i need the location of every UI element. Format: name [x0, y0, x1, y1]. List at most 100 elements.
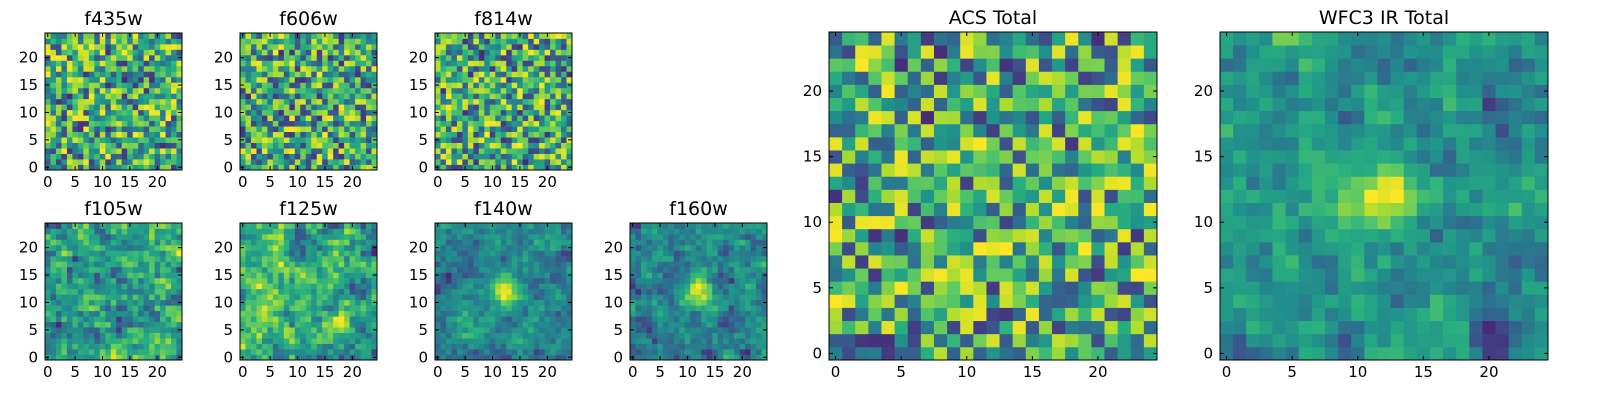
heatmap-cell	[88, 104, 95, 111]
heatmap-cell	[250, 60, 257, 67]
heatmap-cell	[121, 43, 128, 50]
heatmap-cell	[355, 98, 361, 105]
heatmap-cell	[344, 321, 350, 328]
heatmap-cell	[127, 153, 134, 160]
heatmap-cell	[1012, 255, 1027, 269]
heatmap-cell	[842, 215, 856, 230]
heatmap-cell	[245, 153, 252, 160]
heatmap-cell	[478, 98, 485, 105]
heatmap-cell	[138, 299, 145, 306]
heatmap-cell	[500, 327, 507, 333]
heatmap-cell	[94, 338, 101, 344]
heatmap-cell	[289, 272, 296, 279]
heatmap-cell	[555, 299, 562, 306]
heatmap-cell	[456, 54, 463, 61]
heatmap-cell	[750, 283, 757, 290]
heatmap-cell	[533, 109, 540, 116]
heatmap-cell	[640, 299, 647, 306]
heatmap-cell	[960, 189, 974, 203]
heatmap-cell	[451, 38, 458, 45]
heatmap-cell	[88, 354, 95, 361]
heatmap-cell	[907, 268, 922, 282]
heatmap-cell	[316, 159, 323, 165]
heatmap-cell	[473, 338, 480, 344]
heatmap-cell	[366, 71, 372, 78]
heatmap-cell	[635, 272, 642, 279]
heatmap-cell	[1104, 268, 1119, 282]
heatmap-cell	[440, 131, 447, 138]
heatmap-cell	[171, 250, 177, 257]
heatmap-cell	[338, 321, 345, 328]
heatmap-cell	[294, 266, 301, 273]
heatmap-cell	[734, 239, 740, 246]
heatmap-cell	[750, 228, 757, 235]
heatmap-cell	[245, 299, 252, 306]
heatmap-cell	[143, 244, 150, 251]
heatmap-cell	[327, 321, 334, 328]
heatmap-cell	[1117, 346, 1132, 361]
heatmap-cell	[289, 244, 296, 251]
heatmap-cell	[149, 261, 155, 268]
heatmap-cell	[311, 71, 318, 78]
heatmap-cell	[478, 349, 485, 355]
heatmap-cell	[171, 109, 177, 116]
heatmap-cell	[933, 189, 948, 203]
heatmap-cell	[72, 126, 79, 133]
heatmap-cell	[723, 272, 730, 279]
heatmap-cell	[143, 109, 150, 116]
heatmap-cell	[61, 71, 68, 78]
heatmap-cell	[533, 76, 540, 83]
heatmap-cell	[640, 250, 647, 257]
heatmap-cell	[646, 343, 653, 350]
heatmap-cell	[550, 82, 556, 89]
heatmap-cell	[986, 215, 1000, 230]
heatmap-cell	[646, 283, 653, 290]
heatmap-cell	[83, 343, 90, 350]
heatmap-cell	[544, 120, 551, 127]
heatmap-cell	[478, 294, 485, 301]
heatmap-cell	[149, 283, 155, 290]
heatmap-cell	[440, 164, 447, 171]
heatmap-cell	[45, 87, 51, 94]
heatmap-cell	[283, 71, 290, 78]
heatmap-cell	[947, 268, 961, 282]
heatmap-cell	[88, 261, 95, 268]
heatmap-cell	[451, 164, 458, 171]
heatmap-cell	[484, 142, 491, 149]
heatmap-cell	[445, 82, 452, 89]
heatmap-cell	[456, 159, 463, 165]
heatmap-cell	[349, 349, 356, 355]
heatmap-cell	[261, 164, 268, 171]
heatmap-cell	[528, 104, 535, 111]
heatmap-cell	[1052, 163, 1066, 177]
heatmap-cell	[517, 65, 524, 72]
heatmap-cell	[322, 233, 329, 240]
heatmap-cell	[55, 115, 62, 122]
heatmap-cell	[149, 137, 155, 143]
heatmap-cell	[440, 137, 447, 143]
heatmap-cell	[300, 283, 307, 290]
heatmap-cell	[544, 131, 551, 138]
heatmap-cell	[72, 71, 79, 78]
heatmap-cell	[121, 120, 128, 127]
heatmap-cell	[143, 321, 150, 328]
heatmap-cell	[451, 354, 458, 361]
heatmap-cell	[522, 266, 529, 273]
heatmap-cell	[327, 305, 334, 312]
heatmap-cell	[132, 120, 139, 127]
heatmap-cell	[77, 148, 84, 154]
heatmap-cell	[110, 266, 117, 273]
heatmap-cell	[1012, 294, 1027, 308]
heatmap-cell	[894, 333, 909, 348]
heatmap-cell	[717, 266, 724, 273]
heatmap-cell	[646, 332, 653, 339]
heatmap-cell	[176, 332, 183, 339]
heatmap-cell	[435, 120, 441, 127]
heatmap-cell	[539, 316, 545, 323]
heatmap-cell	[333, 316, 340, 323]
heatmap-cell	[550, 233, 556, 240]
heatmap-cell	[451, 250, 458, 257]
heatmap-cell	[1025, 268, 1040, 282]
heatmap-cell	[250, 349, 257, 355]
heatmap-cell	[907, 307, 922, 322]
